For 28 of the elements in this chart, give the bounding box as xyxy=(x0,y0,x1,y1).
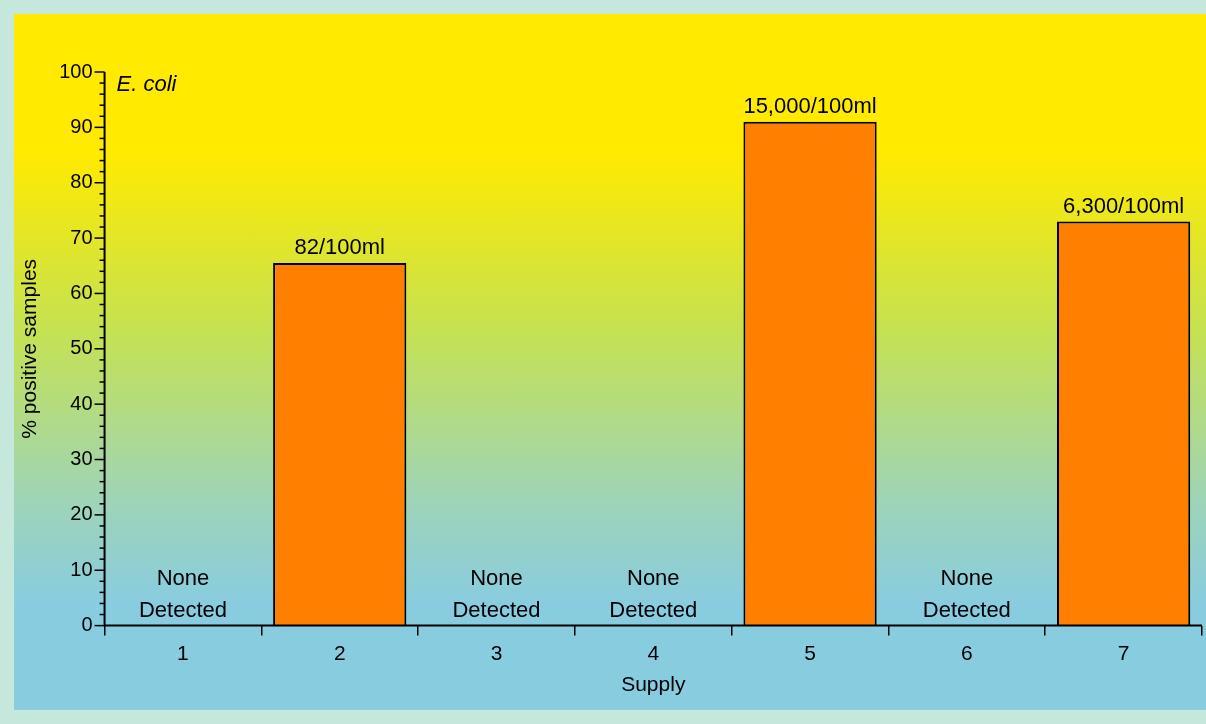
y-tick-label: 40 xyxy=(70,391,93,414)
y-tick-label: 20 xyxy=(70,502,93,525)
data-label: None Detected xyxy=(452,564,541,622)
x-tick-label: 4 xyxy=(647,641,660,664)
y-axis-title: % positive samples xyxy=(17,258,41,439)
x-tick-label: 7 xyxy=(1117,641,1130,664)
data-label: None Detected xyxy=(138,564,227,622)
x-tick-label: 1 xyxy=(177,641,189,664)
y-tick-label: 80 xyxy=(70,170,93,193)
data-label: 6,300/100ml xyxy=(1063,192,1185,218)
data-label: None Detected xyxy=(609,564,698,622)
y-tick-label: 70 xyxy=(70,225,93,248)
x-tick-label: 5 xyxy=(804,641,816,664)
data-label: 15,000/100ml xyxy=(743,92,877,118)
x-tick-label: 3 xyxy=(490,641,503,664)
x-tick-label: 6 xyxy=(960,641,973,664)
y-tick-label: 50 xyxy=(70,336,93,359)
y-tick-label: 10 xyxy=(70,557,93,580)
y-tick-label: 90 xyxy=(70,114,93,137)
y-tick-label: 100 xyxy=(59,59,93,82)
y-tick-label: 0 xyxy=(81,613,93,636)
data-label: None Detected xyxy=(922,564,1011,622)
annotation: E. coli xyxy=(116,71,178,97)
data-label: 82/100ml xyxy=(294,234,385,260)
x-tick-label: 2 xyxy=(333,641,346,664)
y-tick-label: 30 xyxy=(70,447,93,470)
y-tick-label: 60 xyxy=(70,280,93,303)
x-axis-title: Supply xyxy=(621,672,686,696)
